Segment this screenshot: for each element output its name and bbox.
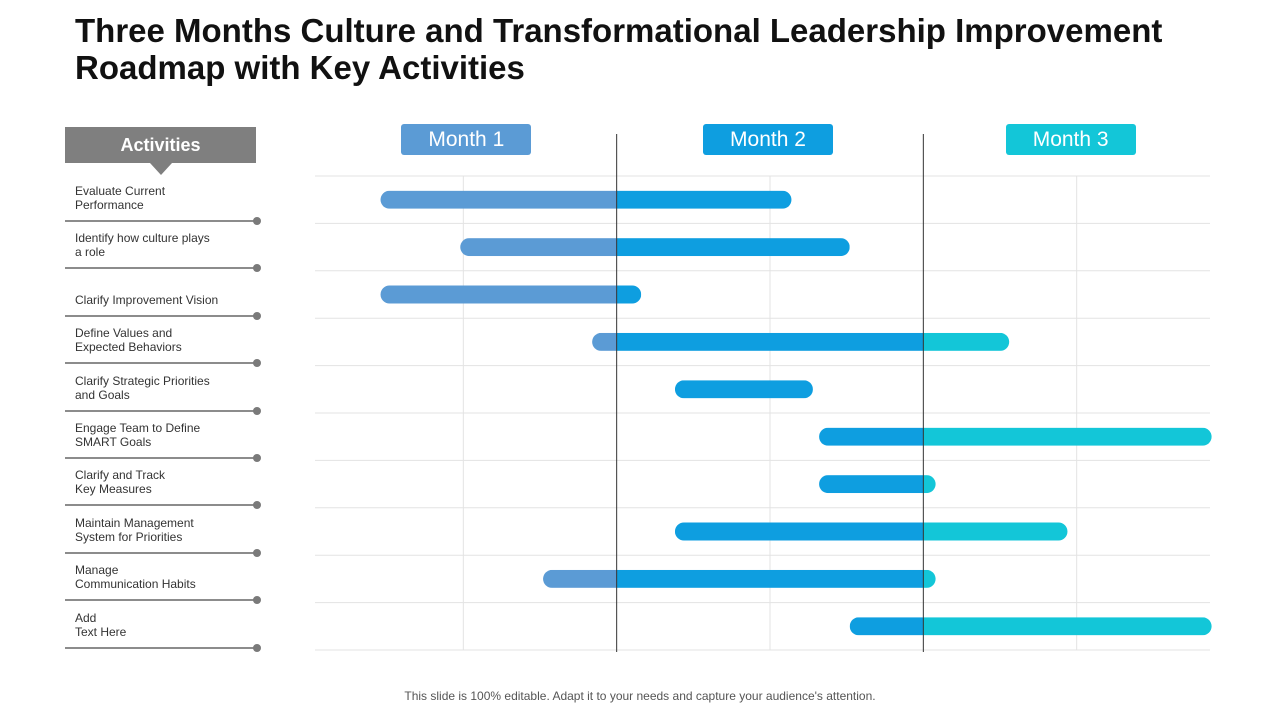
activity-underline [65, 409, 258, 412]
activity-underline [65, 599, 258, 602]
activity-label: Clarify Strategic Priorities and Goals [75, 373, 210, 402]
activity-dot-icon [253, 548, 261, 557]
gantt-bar-segment-month-2 [674, 522, 924, 541]
activity-dot-icon [253, 359, 261, 368]
gantt-bar-segment-month-2 [616, 238, 850, 257]
activity-label: Maintain Management System for Prioritie… [75, 515, 194, 544]
gantt-bar [592, 332, 1010, 351]
activity-item: Add Text Here [65, 602, 261, 652]
activity-underline [65, 646, 258, 649]
activity-item: Maintain Management System for Prioritie… [65, 507, 261, 557]
activity-dot-icon [253, 454, 261, 462]
activity-label: Clarify and Track Key Measures [75, 468, 166, 497]
gantt-bar-segment-month-2 [819, 475, 924, 494]
activity-dot-icon [253, 501, 261, 510]
activity-label: Define Values and Expected Behaviors [75, 326, 182, 355]
activity-dot-icon [253, 217, 261, 225]
gantt-bar [380, 190, 792, 209]
gantt-bar-segment-month-1 [592, 332, 617, 351]
activity-item: Identify how culture plays a role [65, 222, 261, 273]
activity-dot-icon [253, 406, 261, 415]
activity-item: Clarify and Track Key Measures [65, 459, 261, 510]
activity-underline [65, 314, 258, 317]
footer-note: This slide is 100% editable. Adapt it to… [404, 689, 876, 703]
gantt-bar-segment-month-3 [923, 569, 936, 588]
activity-dot-icon [253, 643, 261, 652]
activity-underline [65, 551, 258, 554]
activity-item: Evaluate Current Performance [65, 175, 261, 225]
activity-underline [65, 362, 258, 365]
activity-dot-icon [253, 264, 261, 273]
activity-label: Clarify Improvement Vision [75, 292, 219, 307]
gantt-bar-segment-month-2 [616, 285, 642, 304]
page-title: Three Months Culture and Transformationa… [75, 12, 1163, 86]
activity-item: Clarify Strategic Priorities and Goals [65, 365, 261, 415]
gantt-bar-segment-month-1 [543, 569, 617, 588]
activity-underline [65, 504, 258, 507]
activity-item: Clarify Improvement Vision [65, 270, 261, 320]
activity-label: Add Text Here [75, 610, 127, 639]
month-header-1: Month 1 [401, 124, 532, 155]
activity-underline [65, 457, 258, 459]
gantt-bar-segment-month-2 [616, 569, 924, 588]
gantt-bar [674, 380, 813, 399]
month-header-2: Month 2 [703, 124, 833, 155]
gantt-bar-segment-month-2 [849, 617, 924, 636]
gantt-bar-segment-month-2 [674, 380, 813, 399]
month-header-3: Month 3 [1005, 124, 1136, 155]
activity-item: Manage Communication Habits [65, 554, 261, 605]
gantt-bar [849, 617, 1212, 636]
gantt-bar-segment-month-1 [460, 238, 617, 257]
activity-label: Engage Team to Define SMART Goals [75, 421, 201, 449]
activities-header: Activities [65, 127, 256, 163]
gantt-bar-segment-month-3 [923, 475, 936, 494]
activity-label: Identify how culture plays a role [75, 231, 210, 260]
gantt-bar-segment-month-1 [380, 190, 617, 209]
activity-underline [65, 220, 258, 222]
activity-dot-icon [253, 311, 261, 320]
gantt-bar [819, 475, 936, 494]
gantt-bar [674, 522, 1068, 541]
gantt-bar [380, 285, 642, 304]
activity-item: Engage Team to Define SMART Goals [65, 412, 261, 462]
activity-dot-icon [253, 596, 261, 605]
gantt-bar-segment-month-3 [923, 427, 1212, 446]
gantt-bar-segment-month-2 [616, 332, 924, 351]
activity-underline [65, 267, 258, 270]
gantt-bar [819, 427, 1212, 446]
activities-header-pointer [150, 163, 172, 175]
gantt-bar-segment-month-2 [616, 190, 792, 209]
activity-label: Manage Communication Habits [75, 563, 196, 592]
gantt-bar [543, 569, 936, 588]
gantt-bar-segment-month-3 [923, 522, 1068, 541]
gantt-bar-segment-month-3 [923, 617, 1212, 636]
activity-label: Evaluate Current Performance [75, 184, 166, 212]
gantt-bar-segment-month-1 [380, 285, 617, 304]
gantt-bar-segment-month-2 [819, 427, 924, 446]
activity-item: Define Values and Expected Behaviors [65, 317, 261, 368]
gantt-bar [460, 238, 850, 257]
gantt-bar-segment-month-3 [923, 332, 1010, 351]
